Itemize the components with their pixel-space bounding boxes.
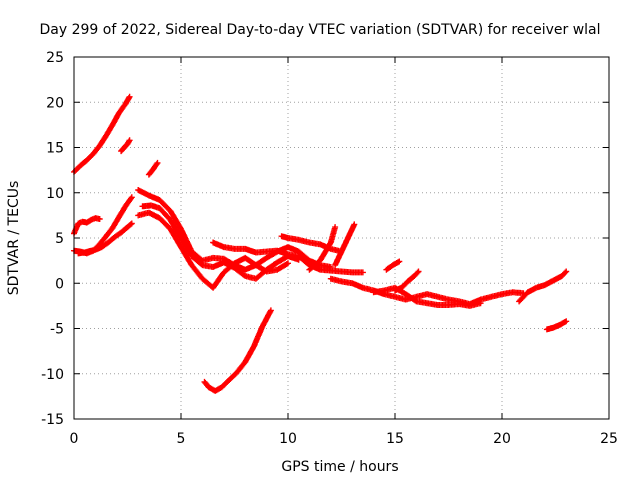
y-tick-label: 20 [46,95,64,111]
x-tick-label: 20 [493,431,511,447]
series-markers [543,318,570,333]
y-tick-label: 0 [55,276,64,292]
y-tick-label: 10 [46,186,64,202]
series-arc-14 [201,307,274,394]
series-arc-5 [75,220,135,257]
series-markers [392,268,422,294]
series-markers [145,159,161,178]
series-markers [516,268,570,305]
series-arc-9 [139,202,302,282]
y-tick-label: -15 [41,412,64,428]
series-arc-17 [392,268,422,294]
y-tick-label: 5 [55,231,64,247]
x-tick-label: 10 [279,431,297,447]
y-axis-label: SDTVAR / TECUs [6,181,22,296]
series-arc-18 [383,258,403,273]
x-tick-label: 15 [386,431,404,447]
series-arc-13 [332,221,358,269]
y-tick-label: 25 [46,50,64,66]
series-arc-6 [145,159,161,178]
series-markers [383,258,403,273]
series-arc-2 [118,137,133,155]
data-markers [71,93,570,394]
series-markers [201,307,274,394]
x-tick-label: 5 [177,431,186,447]
series-markers [75,220,135,257]
x-axis-label: GPS time / hours [281,459,398,475]
y-tick-label: 15 [46,141,64,157]
series-markers [332,221,358,269]
series-arc-7 [135,187,334,273]
series-markers [118,137,133,155]
series-arc-20 [543,318,570,333]
y-tick-label: -10 [41,367,64,383]
series-markers [306,224,339,273]
series-markers [139,202,302,282]
series-arc-19 [516,268,570,305]
x-tick-label: 0 [70,431,79,447]
chart-title: Day 299 of 2022, Sidereal Day-to-day VTE… [39,22,600,38]
axis-ticks: 0 5 10 15 20 25 -15 -10 -5 0 5 10 15 20 25 [41,50,618,447]
y-tick-label: -5 [50,322,64,338]
x-tick-label: 25 [600,431,618,447]
series-markers [135,187,334,273]
series-arc-12 [306,224,339,273]
